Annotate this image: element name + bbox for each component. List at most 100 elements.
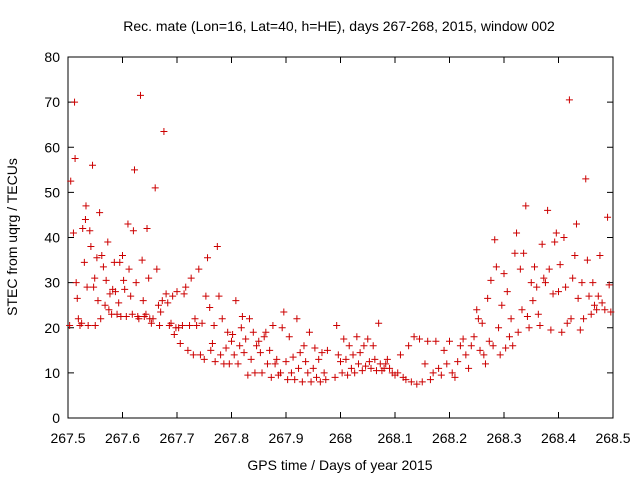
data-point (311, 344, 319, 352)
data-point (191, 315, 199, 323)
data-point (505, 333, 513, 341)
data-point (502, 344, 510, 352)
data-point (514, 328, 522, 336)
data-point (349, 351, 357, 359)
data-point (189, 351, 197, 359)
x-tick-label: 268.1 (377, 430, 412, 446)
data-point (492, 263, 500, 271)
data-point (583, 256, 591, 264)
data-point (476, 346, 484, 354)
data-points (66, 91, 615, 388)
data-point (157, 308, 165, 316)
data-point (589, 279, 597, 287)
y-tick-label: 0 (52, 410, 60, 426)
data-point (115, 299, 123, 307)
data-point (416, 335, 424, 343)
data-point (354, 360, 362, 368)
data-point (153, 265, 161, 273)
data-point (593, 306, 601, 314)
data-point (305, 328, 313, 336)
x-axis-label: GPS time / Days of year 2015 (247, 457, 432, 473)
data-point (195, 265, 203, 273)
data-point (500, 270, 508, 278)
data-point (222, 344, 230, 352)
data-point (277, 369, 285, 377)
data-point (90, 283, 98, 291)
data-point (360, 342, 368, 350)
data-point (536, 321, 544, 329)
data-point (565, 96, 573, 104)
data-point (551, 238, 559, 246)
x-tick-label: 267.5 (50, 430, 85, 446)
data-point (481, 360, 489, 368)
data-point (545, 265, 553, 273)
data-point (413, 380, 421, 388)
data-point (229, 331, 237, 339)
data-point (342, 355, 350, 363)
data-point (158, 297, 166, 305)
data-point (351, 369, 359, 377)
data-point (534, 310, 542, 318)
data-point (295, 364, 303, 372)
data-point (176, 340, 184, 348)
data-point (129, 227, 137, 235)
data-point (407, 378, 415, 386)
data-point (99, 263, 107, 271)
data-point (83, 283, 91, 291)
data-point (429, 369, 437, 377)
data-point (262, 328, 270, 336)
data-point (266, 346, 274, 354)
y-tick-label: 50 (44, 184, 60, 200)
data-point (356, 349, 364, 357)
data-point (289, 353, 297, 361)
data-point (322, 376, 330, 384)
data-point (418, 378, 426, 386)
y-tick-label: 80 (44, 49, 60, 65)
data-point (169, 292, 177, 300)
data-point (540, 274, 548, 282)
data-point (560, 234, 568, 241)
data-point (607, 308, 615, 316)
data-point (513, 229, 521, 237)
data-point (365, 358, 373, 366)
data-point (394, 369, 402, 377)
data-point (175, 324, 183, 332)
data-point (527, 279, 535, 287)
data-point (446, 337, 453, 345)
data-point (193, 321, 201, 329)
data-point (523, 312, 531, 320)
data-point (353, 333, 361, 341)
x-tick-label: 268.2 (432, 430, 467, 446)
y-tick-label: 20 (44, 320, 60, 336)
data-point (224, 328, 232, 336)
data-point (465, 364, 473, 372)
data-point (562, 283, 570, 291)
data-point (601, 306, 609, 314)
data-point (236, 342, 244, 350)
data-point (147, 319, 155, 327)
y-tick-label: 10 (44, 365, 60, 381)
x-tick-label: 268 (329, 430, 353, 446)
data-point (143, 224, 151, 232)
data-point (538, 240, 546, 248)
data-point (448, 369, 456, 377)
data-point (93, 254, 101, 262)
data-point (215, 292, 223, 300)
data-point (119, 252, 126, 260)
data-point (113, 310, 121, 318)
data-point (582, 175, 590, 183)
data-point (247, 355, 255, 363)
data-point (307, 378, 315, 386)
data-point (522, 202, 530, 210)
y-tick-label: 60 (44, 139, 60, 155)
data-point (459, 335, 467, 343)
data-point (269, 321, 277, 329)
data-point (106, 290, 114, 298)
data-point (478, 319, 486, 327)
data-point (435, 364, 443, 372)
x-tick-label: 267.6 (105, 430, 140, 446)
data-point (217, 351, 225, 359)
data-point (480, 351, 488, 359)
data-point (240, 349, 248, 357)
